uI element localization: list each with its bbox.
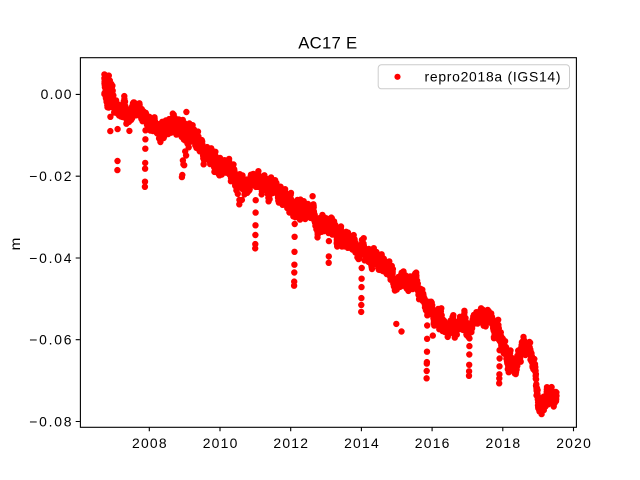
svg-text:0.00: 0.00 xyxy=(41,86,72,102)
svg-text:AC17 E: AC17 E xyxy=(298,33,357,52)
svg-text:−0.06: −0.06 xyxy=(29,332,71,348)
svg-text:2012: 2012 xyxy=(273,435,308,451)
svg-text:−0.04: −0.04 xyxy=(29,250,71,266)
svg-text:−0.02: −0.02 xyxy=(29,168,71,184)
svg-text:2020: 2020 xyxy=(556,435,591,451)
svg-text:2014: 2014 xyxy=(344,435,379,451)
svg-text:2008: 2008 xyxy=(132,435,167,451)
svg-text:−0.08: −0.08 xyxy=(29,413,71,429)
svg-text:2016: 2016 xyxy=(415,435,450,451)
svg-text:2010: 2010 xyxy=(203,435,238,451)
svg-text:m: m xyxy=(7,238,23,251)
svg-text:2018: 2018 xyxy=(486,435,521,451)
svg-text:repro2018a (IGS14): repro2018a (IGS14) xyxy=(425,69,561,85)
